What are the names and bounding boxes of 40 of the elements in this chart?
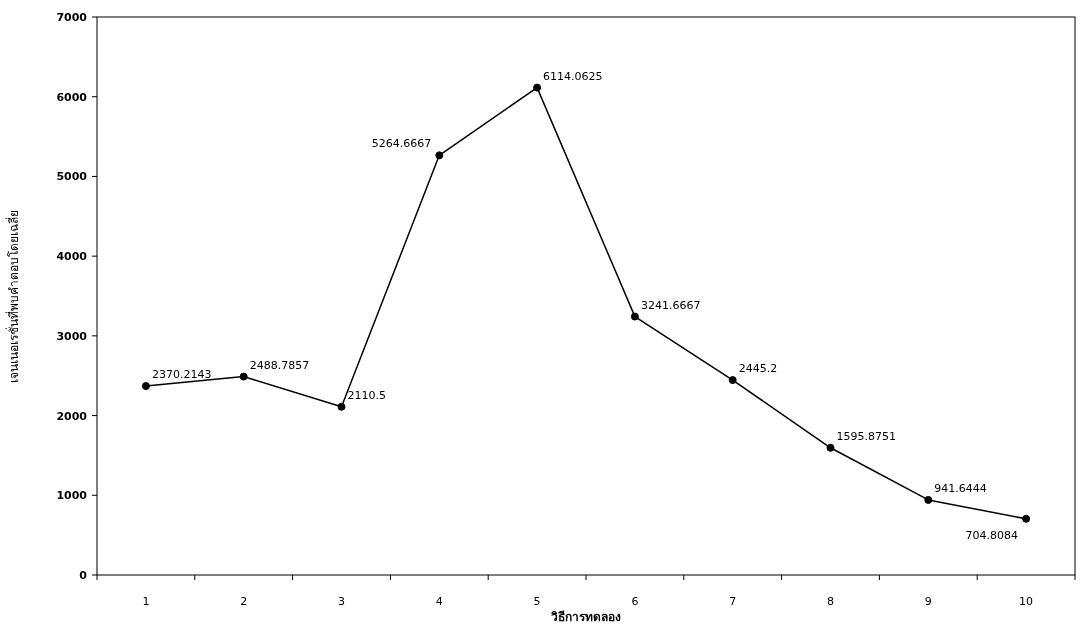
y-tick-label: 1000 <box>56 489 88 503</box>
x-tick-label: 4 <box>435 595 443 608</box>
data-label: 2445.2 <box>738 362 778 376</box>
data-label: 1595.8751 <box>836 429 896 443</box>
y-tick-label: 4000 <box>56 250 88 264</box>
data-label: 5264.6667 <box>371 137 432 151</box>
x-tick-label: 6 <box>631 595 639 608</box>
y-tick-label: 6000 <box>56 90 88 104</box>
data-label: 704.8084 <box>965 528 1019 542</box>
x-tick-label: 5 <box>533 595 541 608</box>
x-axis-title: วิธีการทดลอง <box>551 610 621 624</box>
data-label: 2370.2143 <box>151 368 212 382</box>
data-label: 2488.7857 <box>249 358 310 372</box>
data-label: 941.6444 <box>934 481 987 495</box>
point <box>924 495 933 504</box>
y-tick-label: 5000 <box>56 170 88 184</box>
x-tick-label: 10 <box>1019 595 1034 608</box>
point <box>239 372 248 381</box>
x-tick-label: 7 <box>729 595 737 608</box>
point <box>533 83 542 92</box>
point <box>1022 514 1031 523</box>
data-label: 2110.5 <box>347 388 386 402</box>
point <box>141 382 150 391</box>
point <box>337 402 346 411</box>
y-axis-title: เจนเนอเรชั่นที่พบคำตอบโดยเฉลี่ย <box>5 209 21 383</box>
y-tick-label: 0 <box>79 569 88 582</box>
point <box>728 376 737 385</box>
x-tick-label: 1 <box>142 595 150 608</box>
point <box>630 312 639 321</box>
y-tick-label: 2000 <box>56 409 88 423</box>
x-tick-label: 9 <box>924 595 932 608</box>
data-label: 6114.0625 <box>543 69 603 83</box>
point <box>435 151 444 160</box>
y-tick-label: 3000 <box>56 329 88 343</box>
y-tick-label: 7000 <box>56 11 88 24</box>
x-tick-label: 2 <box>240 595 248 608</box>
x-tick-label: 3 <box>338 595 345 608</box>
data-label: 3241.6667 <box>640 298 701 312</box>
point <box>826 443 835 452</box>
x-tick-label: 8 <box>827 595 834 608</box>
